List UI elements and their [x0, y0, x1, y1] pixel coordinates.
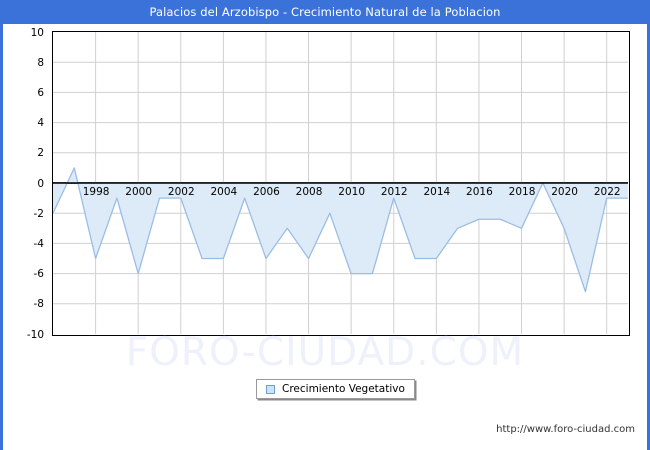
y-tick-label: 0: [37, 177, 44, 190]
y-tick-label: -2: [33, 207, 44, 220]
series-area-fill: [53, 167, 628, 292]
y-tick-label: 2: [37, 147, 44, 160]
series-crecimiento-vegetativo: [53, 167, 628, 293]
y-tick-label: -8: [33, 298, 44, 311]
y-tick-label: 4: [37, 117, 44, 130]
source-url: http://www.foro-ciudad.com: [496, 424, 635, 435]
y-tick-label: 8: [37, 56, 44, 69]
chart-legend: Crecimiento Vegetativo: [256, 379, 415, 399]
y-tick-label: -4: [33, 237, 44, 250]
series-line: [53, 167, 628, 293]
y-tick-label: 10: [30, 26, 44, 39]
plot-area: [52, 31, 630, 336]
y-axis-labels: 10 8 6 4 2 0 -2 -4 -6 -8 -10: [3, 27, 48, 341]
y-tick-label: 6: [37, 86, 44, 99]
y-tick-label: -10: [26, 328, 44, 341]
legend-swatch-icon: [266, 384, 275, 394]
legend-item-label: Crecimiento Vegetativo: [282, 383, 405, 395]
window-title: Palacios del Arzobispo - Crecimiento Nat…: [3, 0, 647, 24]
watermark-text: FORO-CIUDAD.COM: [125, 330, 525, 375]
y-tick-label: -6: [33, 268, 44, 281]
